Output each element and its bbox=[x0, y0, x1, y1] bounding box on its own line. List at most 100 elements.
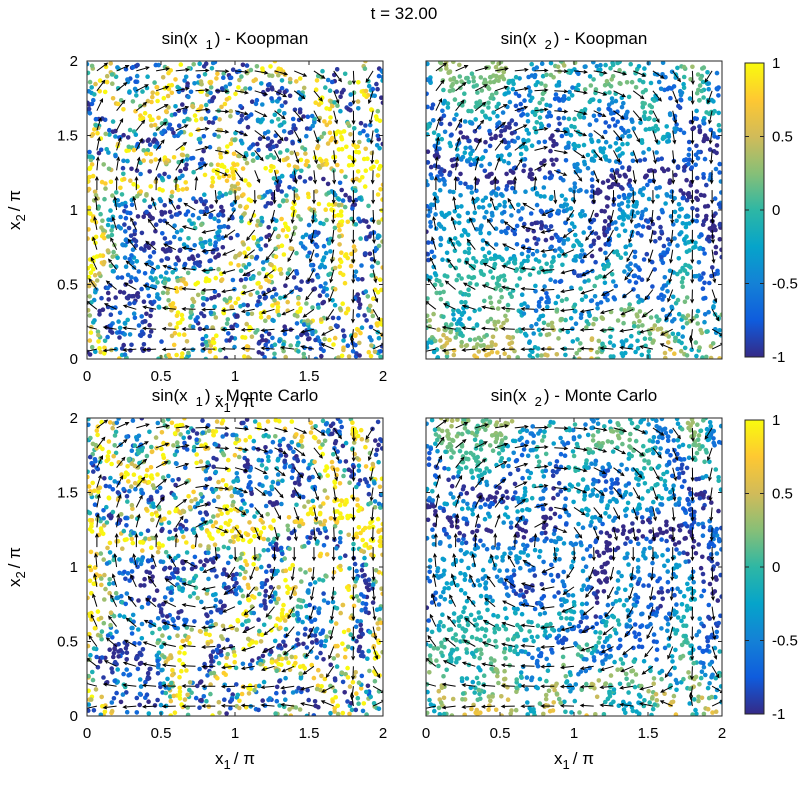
scatter-point bbox=[428, 224, 434, 229]
quiver-arrow-head bbox=[704, 78, 709, 83]
quiver-arrow bbox=[429, 257, 437, 270]
scatter-point bbox=[105, 334, 110, 340]
scatter-point bbox=[522, 98, 527, 103]
scatter-point bbox=[87, 643, 91, 649]
scatter-point bbox=[602, 82, 608, 88]
scatter-point bbox=[306, 222, 312, 228]
quiver-arrow bbox=[534, 146, 548, 151]
quiver-arrow bbox=[447, 258, 456, 270]
quiver-arrow-head bbox=[434, 156, 439, 161]
quiver-arrow bbox=[443, 303, 456, 310]
scatter-point bbox=[698, 76, 703, 82]
scatter-point bbox=[290, 116, 296, 122]
scatter-point bbox=[621, 100, 626, 106]
scatter-point bbox=[199, 116, 204, 122]
scatter-point bbox=[332, 302, 338, 308]
scatter-point bbox=[637, 78, 642, 83]
scatter-point bbox=[504, 187, 509, 192]
scatter-point bbox=[494, 281, 500, 286]
scatter-point bbox=[272, 112, 278, 118]
scatter-point bbox=[367, 335, 373, 340]
scatter-point bbox=[321, 299, 327, 305]
scatter-point bbox=[457, 213, 462, 219]
scatter-point bbox=[295, 313, 300, 319]
scatter-point bbox=[481, 343, 487, 348]
scatter-point bbox=[146, 699, 151, 704]
quiver-arrow-head bbox=[604, 256, 609, 261]
quiver-arrow bbox=[145, 241, 157, 251]
quiver-arrow bbox=[620, 328, 634, 332]
scatter-point bbox=[363, 61, 368, 64]
scatter-point bbox=[145, 147, 151, 153]
quiver-arrow bbox=[301, 345, 315, 350]
scatter-point bbox=[605, 263, 611, 269]
scatter-point bbox=[183, 281, 189, 287]
scatter-point bbox=[683, 224, 689, 230]
scatter-point bbox=[231, 176, 236, 181]
scatter-point bbox=[627, 305, 632, 311]
scatter-point bbox=[324, 122, 330, 128]
quiver-arrow bbox=[628, 229, 634, 243]
scatter-point bbox=[173, 262, 178, 267]
scatter-point bbox=[589, 139, 595, 145]
quiver-arrow bbox=[593, 90, 607, 96]
scatter-point bbox=[187, 640, 192, 646]
scatter-point bbox=[357, 139, 362, 145]
quiver-arrow-head bbox=[599, 346, 604, 351]
scatter-point bbox=[515, 355, 520, 359]
quiver-arrow-head bbox=[260, 346, 265, 351]
scatter-point bbox=[267, 232, 272, 238]
scatter-point bbox=[493, 342, 498, 348]
scatter-point bbox=[361, 128, 366, 134]
scatter-point bbox=[139, 230, 145, 236]
scatter-point bbox=[149, 99, 154, 105]
quiver-arrow-head bbox=[572, 199, 577, 205]
scatter-point bbox=[216, 127, 221, 133]
quiver-arrow-head bbox=[181, 306, 186, 311]
quiver-arrow bbox=[690, 329, 693, 343]
scatter-point bbox=[693, 240, 698, 246]
quiver-arrow-head bbox=[119, 117, 124, 123]
scatter-point bbox=[377, 146, 382, 151]
scatter-point bbox=[163, 660, 169, 665]
scatter-point bbox=[338, 108, 343, 114]
quiver-arrow-head bbox=[462, 81, 467, 87]
scatter-point bbox=[439, 282, 444, 288]
scatter-point bbox=[672, 196, 677, 201]
scatter-point bbox=[512, 348, 517, 354]
scatter-point bbox=[595, 306, 600, 311]
scatter-point bbox=[210, 120, 216, 125]
scatter-point bbox=[580, 259, 585, 264]
scatter-point bbox=[267, 82, 272, 87]
quiver-arrow-head bbox=[578, 177, 583, 182]
quiver-arrow bbox=[96, 157, 99, 171]
scatter-point bbox=[147, 259, 152, 265]
scatter-point bbox=[163, 118, 168, 123]
scatter-point bbox=[572, 116, 577, 122]
scatter-point bbox=[363, 88, 369, 94]
scatter-point bbox=[476, 349, 482, 354]
scatter-point bbox=[224, 178, 230, 184]
quiver-arrow-head bbox=[204, 127, 210, 131]
scatter-point bbox=[203, 356, 209, 359]
quiver-arrow-head bbox=[302, 72, 308, 77]
scatter-point bbox=[646, 146, 652, 152]
quiver-arrow bbox=[711, 249, 715, 263]
quiver-arrow bbox=[630, 209, 634, 223]
scatter-point bbox=[288, 246, 293, 251]
scatter-point bbox=[165, 93, 171, 99]
quiver-arrow-head bbox=[483, 84, 488, 88]
scatter-point bbox=[296, 349, 301, 354]
scatter-point bbox=[217, 190, 223, 196]
scatter-point bbox=[456, 327, 462, 333]
scatter-point bbox=[464, 75, 469, 81]
scatter-point bbox=[619, 104, 625, 110]
quiver-arrow-head bbox=[95, 156, 100, 161]
scatter-point bbox=[122, 352, 128, 357]
quiver-arrow bbox=[195, 163, 208, 171]
quiver-arrow-head bbox=[518, 158, 523, 163]
scatter-point bbox=[427, 318, 433, 323]
x-tick-label: 2 bbox=[379, 368, 387, 385]
scatter-point bbox=[554, 83, 560, 88]
scatter-point bbox=[342, 204, 348, 210]
